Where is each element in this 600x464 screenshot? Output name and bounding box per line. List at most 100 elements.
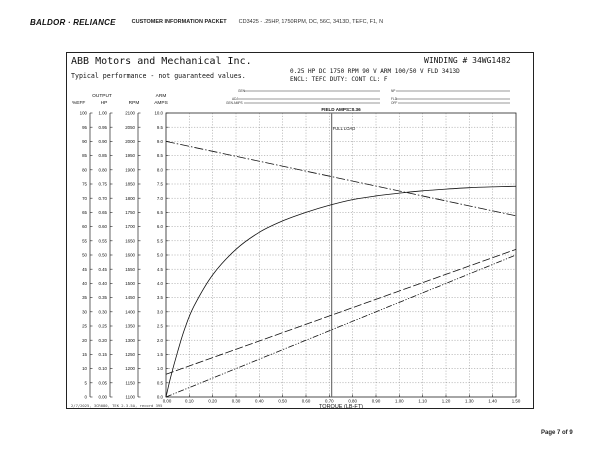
eff-tick-label: 10 [82, 366, 87, 371]
hp-tick-label: 0.75 [98, 182, 107, 187]
field-label-gen-amps: GEN AMPS [226, 101, 243, 105]
rpm-tick-label: 1750 [125, 210, 135, 215]
hp-tick-label: 0.05 [98, 380, 107, 385]
eff-axis-header: %EFF [72, 100, 85, 106]
amps-tick-label: 8.5 [157, 153, 164, 158]
hp-tick-label: 0.45 [98, 267, 107, 272]
x-tick-label: 0.00 [163, 399, 172, 404]
x-tick-label: 0.30 [232, 399, 241, 404]
hp-tick-label: 0.60 [98, 224, 107, 229]
eff-tick-label: 60 [82, 224, 87, 229]
hp-axis-header-top: OUTPUT [92, 93, 112, 99]
rpm-tick-label: 2100 [125, 111, 135, 116]
rpm-tick-label: 2050 [125, 125, 135, 130]
x-tick-label: 0.20 [208, 399, 217, 404]
rpm-tick-label: 1850 [125, 182, 135, 187]
amps-tick-label: 6.5 [157, 210, 164, 215]
rating-line: 0.25 HP DC 1750 RPM 90 V ARM 100/50 V FL… [290, 68, 460, 75]
amps-tick-label: 9.5 [157, 125, 164, 130]
x-tick-label: 0.90 [372, 399, 381, 404]
x-tick-label: 1.40 [488, 399, 497, 404]
eff-tick-label: 35 [82, 295, 87, 300]
amps-tick-label: 1.0 [157, 366, 164, 371]
eff-tick-label: 20 [82, 338, 87, 343]
rpm-tick-label: 1200 [125, 366, 135, 371]
rpm-tick-label: 1150 [126, 380, 136, 385]
hp-tick-label: 0.80 [98, 167, 107, 172]
field-label-off: OFF [391, 101, 398, 105]
company-name: ABB Motors and Mechanical Inc. [71, 56, 252, 67]
typical-note: Typical performance - not guaranteed val… [71, 72, 246, 80]
armature_amps-curve [165, 248, 517, 375]
x-tick-label: 1.30 [465, 399, 474, 404]
x-tick-label: 0.80 [348, 399, 357, 404]
hp-tick-label: 0.50 [98, 253, 107, 258]
rpm-axis-header: RPM [129, 100, 140, 106]
rpm-tick-label: 1650 [125, 238, 135, 243]
product-description: CD3425 - .25HP, 1750RPM, DC, 56C, 3413D,… [238, 19, 384, 25]
eff-tick-label: 70 [82, 196, 87, 201]
amps-axis-header: AMPS [154, 100, 168, 106]
amps-tick-label: 0.0 [157, 395, 164, 400]
rpm-tick-label: 1500 [125, 281, 135, 286]
amps-tick-label: 5.0 [157, 253, 164, 258]
hp-tick-label: 0.70 [98, 196, 107, 201]
rpm-tick-label: 1950 [125, 153, 135, 158]
rpm-tick-label: 1400 [125, 309, 135, 314]
amps-tick-label: 2.0 [157, 338, 164, 343]
rpm-tick-label: 2000 [125, 139, 135, 144]
packet-title: CUSTOMER INFORMATION PACKET [131, 19, 227, 25]
eff-tick-label: 25 [82, 324, 87, 329]
rpm-tick-label: 1700 [125, 224, 135, 229]
hp-tick-label: 0.30 [98, 309, 107, 314]
rpm-tick-label: 1800 [125, 196, 135, 201]
eff-tick-label: 65 [82, 210, 87, 215]
amps-tick-label: 5.5 [157, 238, 164, 243]
x-tick-label: 0.50 [278, 399, 287, 404]
hp-tick-label: 0.15 [98, 352, 107, 357]
output_hp-curve [165, 254, 517, 398]
amps-tick-label: 6.0 [157, 224, 164, 229]
winding-number: WINDING # 34WG1482 [424, 56, 511, 65]
x-tick-label: 1.00 [395, 399, 404, 404]
hp-tick-label: 0.00 [98, 395, 107, 400]
x-tick-label: 1.50 [512, 399, 521, 404]
amps-axis-header-top: ARM [156, 93, 167, 99]
rpm-tick-label: 1350 [125, 324, 135, 329]
rpm-tick-label: 1550 [125, 267, 135, 272]
hp-tick-label: 0.85 [98, 153, 107, 158]
amps-tick-label: 4.5 [157, 267, 164, 272]
hp-tick-label: 1.00 [98, 111, 107, 116]
brand-logo: BALDOR · RELIANCE [30, 17, 116, 27]
eff-tick-label: 50 [82, 253, 87, 258]
performance-sheet [66, 52, 534, 409]
eff-tick-label: 80 [82, 167, 87, 172]
full-load-label: FULL LOAD [333, 126, 356, 131]
field-label-adj: ADJ [232, 97, 239, 101]
eff-tick-label: 5 [85, 380, 88, 385]
amps-tick-label: 7.5 [157, 182, 164, 187]
hp-tick-label: 0.55 [98, 238, 107, 243]
rpm-tick-label: 1250 [125, 352, 135, 357]
document-header: BALDOR · RELIANCE CUSTOMER INFORMATION P… [30, 16, 383, 28]
enclosure-line: ENCL: TEFC DUTY: CONT CL: F [290, 76, 388, 83]
amps-tick-label: 9.0 [157, 139, 164, 144]
eff-tick-label: 90 [82, 139, 87, 144]
x-tick-label: 1.20 [442, 399, 451, 404]
record-footnote: 2/7/2025, 3CR080, TEK 2.3.5A, record 395 [71, 403, 163, 408]
x-tick-label: 1.10 [418, 399, 427, 404]
efficiency-curve [165, 185, 517, 398]
field-label-np: NP [391, 89, 396, 93]
hp-axis-header: HP [101, 100, 108, 106]
hp-tick-label: 0.35 [98, 295, 107, 300]
rpm-tick-label: 1100 [126, 395, 136, 400]
speed-curve [165, 141, 517, 217]
hp-tick-label: 0.40 [98, 281, 107, 286]
amps-tick-label: 2.5 [157, 324, 164, 329]
eff-tick-label: 75 [82, 182, 87, 187]
amps-tick-label: 1.5 [157, 352, 164, 357]
x-tick-label: 0.10 [185, 399, 194, 404]
hp-tick-label: 0.25 [98, 324, 107, 329]
rpm-tick-label: 1300 [125, 338, 135, 343]
eff-tick-label: 55 [82, 238, 87, 243]
